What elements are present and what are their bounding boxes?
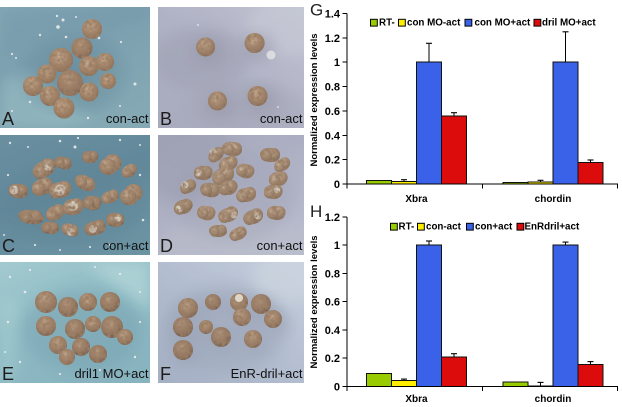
svg-text:0: 0: [334, 179, 340, 191]
svg-text:1.4: 1.4: [325, 9, 341, 21]
svg-text:RT-: RT-: [379, 18, 395, 29]
svg-text:RT-: RT-: [399, 222, 415, 233]
svg-text:0.4: 0.4: [325, 325, 341, 337]
svg-text:chordin: chordin: [535, 194, 572, 205]
svg-text:1.2: 1.2: [325, 212, 340, 224]
svg-text:Normalized expression levels: Normalized expression levels: [309, 235, 320, 368]
svg-text:1.2: 1.2: [325, 33, 340, 45]
svg-text:Xbra: Xbra: [405, 194, 428, 205]
svg-text:Xbra: Xbra: [405, 394, 428, 405]
svg-text:con MO-act: con MO-act: [407, 18, 461, 29]
svg-text:chordin: chordin: [535, 394, 572, 405]
svg-text:con+act: con+act: [475, 222, 513, 233]
svg-text:0.6: 0.6: [325, 106, 340, 118]
svg-text:0: 0: [334, 381, 340, 393]
svg-text:0.8: 0.8: [325, 82, 340, 94]
svg-text:G: G: [310, 1, 323, 20]
svg-text:con-act: con-act: [426, 222, 462, 233]
svg-text:1: 1: [334, 240, 340, 252]
svg-text:con MO+act: con MO+act: [475, 18, 532, 29]
svg-text:0.2: 0.2: [325, 155, 340, 167]
svg-text:0.4: 0.4: [325, 130, 341, 142]
svg-text:0.2: 0.2: [325, 353, 340, 365]
svg-text:EnRdril+act: EnRdril+act: [525, 222, 580, 233]
svg-text:1: 1: [334, 57, 340, 69]
svg-text:0.8: 0.8: [325, 269, 340, 281]
svg-text:H: H: [310, 202, 322, 221]
svg-text:dril MO+act: dril MO+act: [542, 18, 596, 29]
svg-text:0.6: 0.6: [325, 297, 340, 309]
svg-text:Normalized expression levels: Normalized expression levels: [309, 33, 320, 166]
